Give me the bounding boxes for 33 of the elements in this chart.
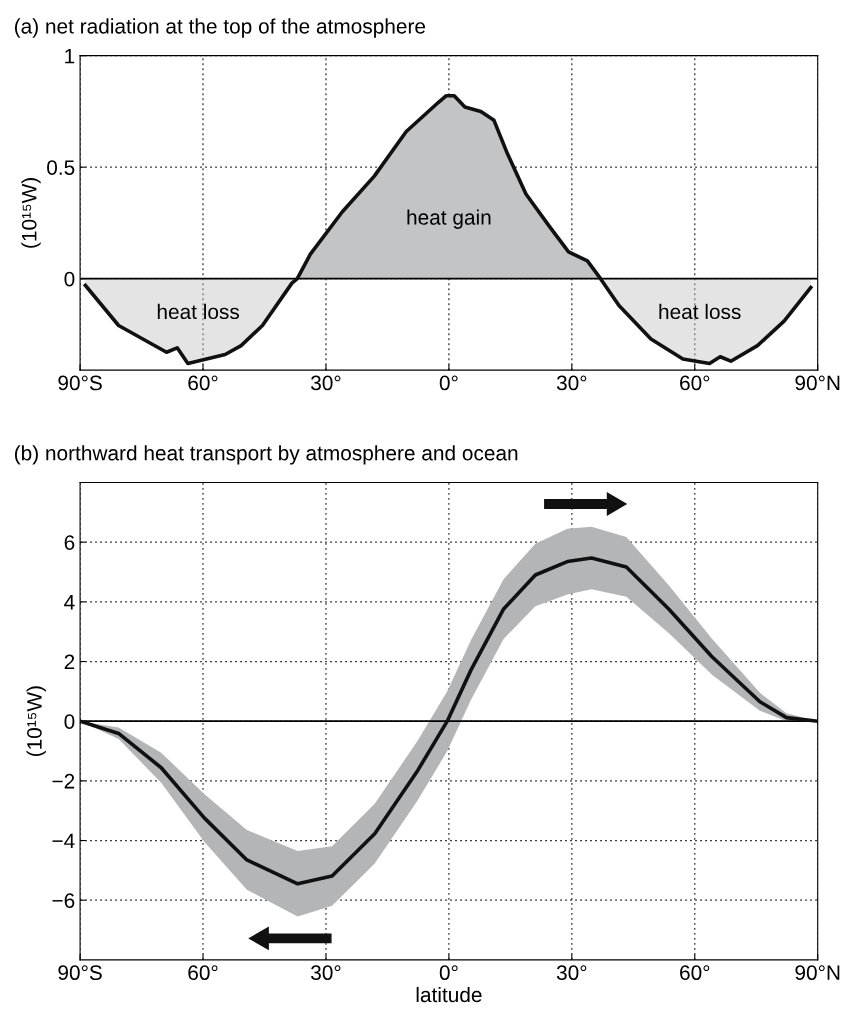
x-tick-label: 60°: [680, 965, 710, 981]
chart-title: (a) net radiation at the top of the atmosphere: [14, 18, 426, 38]
annotation: heat loss: [659, 303, 741, 320]
x-tick-label: 90°S: [58, 965, 102, 981]
y-tick-label: 0.5: [47, 160, 75, 175]
x-tick-label: 30°: [311, 375, 341, 391]
annotation: heat gain: [407, 209, 491, 229]
x-tick-label: 0°: [439, 965, 458, 981]
y-axis-title: (10¹⁵W): [26, 686, 46, 757]
x-tick-label: 60°: [188, 375, 218, 391]
y-tick-label: 1: [65, 48, 75, 64]
x-tick-label: 30°: [556, 375, 587, 391]
x-axis-title: latitude: [416, 986, 482, 1003]
x-tick-label: 60°: [680, 375, 710, 391]
y-tick-label: 6: [64, 535, 75, 550]
x-tick-label: 0°: [439, 375, 458, 391]
x-tick-label: 90°S: [58, 375, 102, 391]
y-tick-label: −2: [52, 773, 75, 789]
x-tick-label: 30°: [556, 965, 587, 981]
y-axis-title: (10¹⁵W): [21, 178, 41, 248]
x-tick-label: 90°N: [795, 965, 840, 981]
x-tick-label: 30°: [311, 965, 341, 981]
y-tick-label: 0: [64, 714, 75, 729]
x-tick-label: 90°N: [795, 375, 840, 391]
x-tick-label: 60°: [188, 965, 218, 981]
line-series: [80, 556, 818, 886]
y-tick-label: 0: [64, 271, 75, 287]
annotation: heat loss: [157, 303, 240, 320]
y-tick-label: −4: [52, 833, 75, 849]
chart-title: (b) northward heat transport by atmosphere and ocean: [14, 445, 518, 465]
y-tick-label: 2: [64, 654, 75, 670]
y-tick-label: −6: [52, 893, 75, 908]
y-tick-label: 4: [64, 595, 75, 610]
